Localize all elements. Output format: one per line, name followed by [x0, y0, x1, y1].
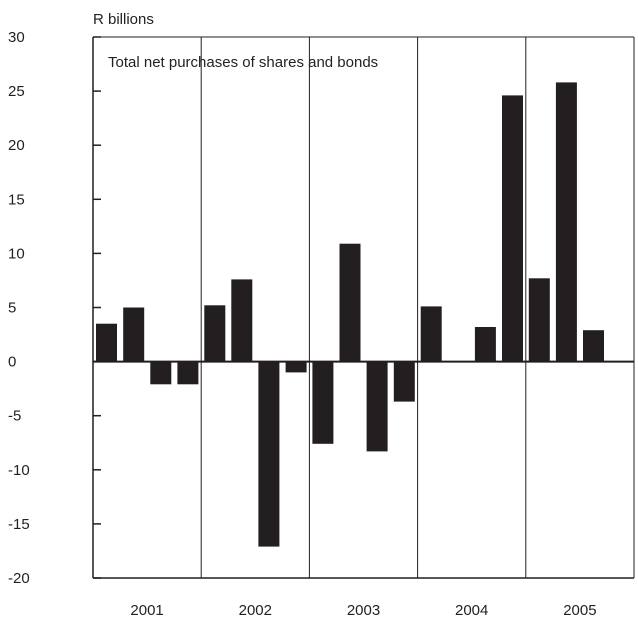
y-tick-label: 15: [8, 191, 25, 208]
bar: [474, 327, 496, 362]
bar: [393, 361, 415, 402]
bar: [366, 361, 388, 452]
y-tick-label: 0: [8, 354, 16, 371]
bar: [555, 82, 577, 362]
bar: [583, 330, 604, 362]
y-tick-label: -10: [8, 462, 30, 479]
x-tick-label: 2004: [455, 602, 488, 618]
y-axis-ticks: 30 25 20 15 10 5 0 -5 -10 -15 -20: [8, 29, 101, 587]
y-tick-label: -20: [8, 570, 30, 587]
bar: [258, 361, 280, 547]
y-tick-label: 20: [8, 137, 25, 154]
bars: [96, 82, 604, 547]
x-tick-label: 2003: [347, 602, 380, 618]
y-tick-label: 25: [8, 83, 25, 100]
bar: [150, 361, 172, 385]
bar: [420, 306, 442, 362]
bar: [502, 95, 523, 362]
bar: [528, 278, 550, 362]
y-tick-label: -5: [8, 408, 21, 425]
y-tick-label: 10: [8, 245, 25, 262]
x-tick-label: 2001: [130, 602, 163, 618]
x-tick-label: 2002: [239, 602, 272, 618]
x-tick-label: 2005: [563, 602, 596, 618]
bar: [123, 307, 145, 362]
bar: [96, 323, 117, 362]
bar: [312, 361, 334, 444]
bar: [177, 361, 199, 385]
y-axis-unit-label: R billions: [93, 11, 154, 28]
x-axis-year-labels: 2001 2002 2003 2004 2005: [130, 602, 596, 618]
bar: [285, 361, 307, 373]
bar: [339, 243, 361, 362]
y-tick-label: -15: [8, 516, 30, 533]
y-tick-label: 5: [8, 300, 16, 317]
y-tick-label: 30: [8, 29, 25, 46]
bar: [231, 279, 253, 362]
plot-frame: [92, 36, 635, 579]
chart-title: Total net purchases of shares and bonds: [108, 54, 378, 71]
bar: [204, 305, 226, 362]
year-separators: [200, 37, 527, 578]
